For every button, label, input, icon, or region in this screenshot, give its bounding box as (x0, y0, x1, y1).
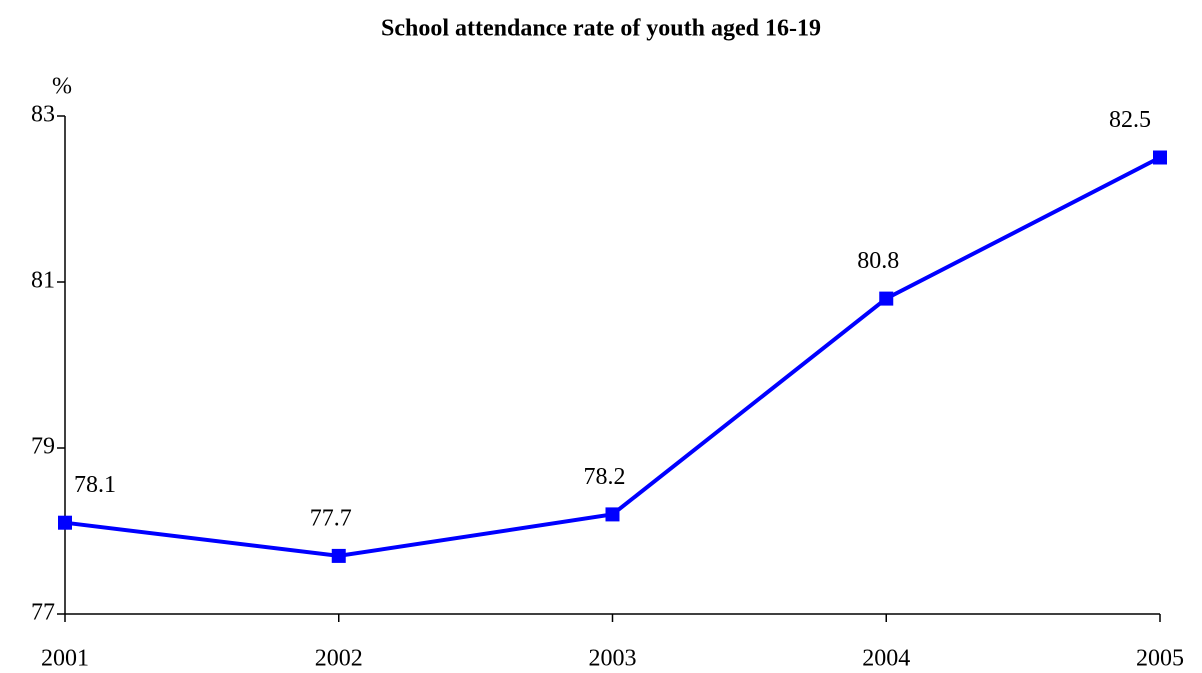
y-tick-label: 83 (31, 102, 55, 128)
y-tick-label: 79 (31, 434, 55, 460)
data-label: 82.5 (1109, 107, 1151, 133)
y-axis-label: % (52, 74, 72, 100)
x-tick-label: 2005 (1136, 646, 1184, 672)
data-point (879, 291, 894, 306)
data-line (64, 155, 1161, 558)
chart-title: School attendance rate of youth aged 16-… (381, 16, 821, 42)
y-tick-label: 77 (31, 600, 55, 626)
data-label: 78.2 (584, 464, 626, 490)
y-tick-label: 81 (31, 268, 55, 294)
data-label: 80.8 (857, 248, 899, 274)
x-tick-label: 2001 (41, 646, 89, 672)
x-tick-label: 2004 (862, 646, 910, 672)
data-point (605, 507, 620, 522)
data-point (58, 515, 72, 530)
data-label: 77.7 (310, 505, 352, 531)
data-point (331, 548, 346, 563)
x-tick-label: 2003 (589, 646, 637, 672)
data-label: 78.1 (74, 472, 116, 498)
data-point (1153, 150, 1167, 165)
x-tick-label: 2002 (315, 646, 363, 672)
